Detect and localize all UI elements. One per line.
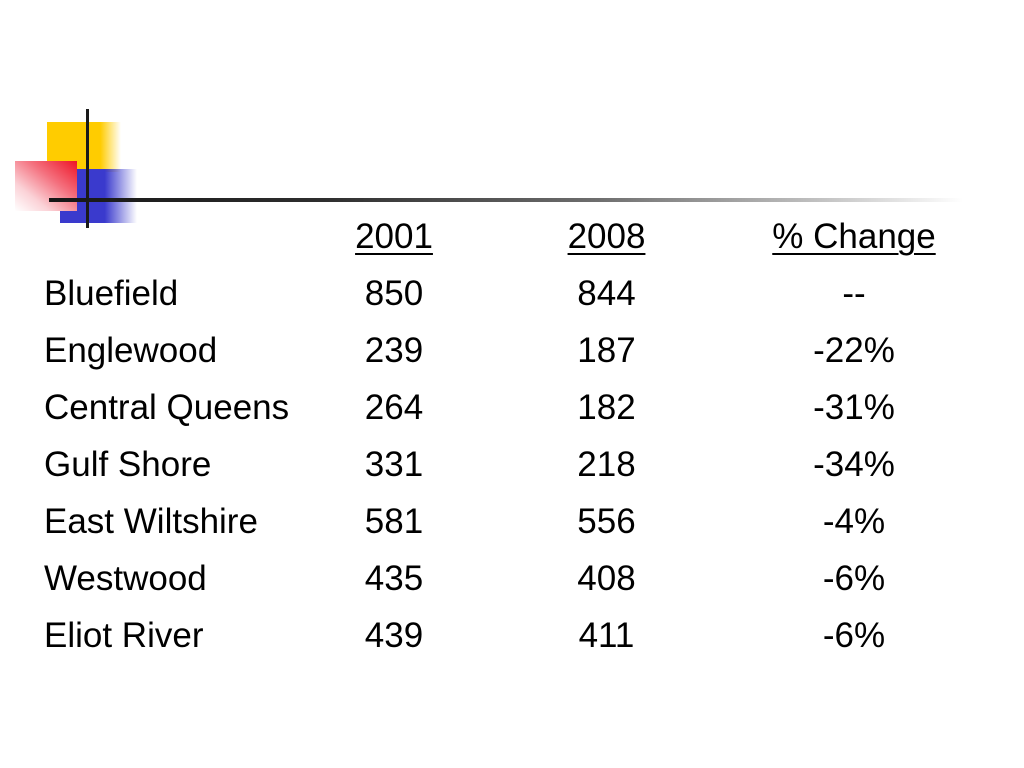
row-2001: 435 <box>364 559 424 598</box>
row-2008: 187 <box>577 331 636 370</box>
row-label: East Wiltshire <box>44 502 258 541</box>
row-2001: 850 <box>364 274 424 313</box>
row-change: -6% <box>822 616 886 655</box>
row-change: -34% <box>813 445 895 484</box>
row-2001: 581 <box>364 502 424 541</box>
row-label: Westwood <box>44 559 207 598</box>
row-label: Englewood <box>44 331 218 370</box>
row-2008: 408 <box>577 559 636 598</box>
table-header-2001: 2001 <box>355 217 433 256</box>
row-change: -4% <box>822 502 886 541</box>
row-label: Eliot River <box>44 616 204 655</box>
row-label: Bluefield <box>44 274 179 313</box>
row-2008: 411 <box>578 616 635 655</box>
row-2001: 331 <box>364 445 424 484</box>
decoration-vertical-line <box>86 109 89 228</box>
data-table: 2001 2008 % Change Bluefield 850 844 -- … <box>44 208 974 664</box>
row-2001: 264 <box>364 388 424 427</box>
row-2008: 182 <box>577 388 636 427</box>
row-label: Central Queens <box>44 388 290 427</box>
row-2008: 556 <box>577 502 636 541</box>
decoration-horizontal-rule <box>49 198 963 202</box>
row-label: Gulf Shore <box>44 445 212 484</box>
row-2001: 439 <box>364 616 424 655</box>
table-header-spacer <box>44 208 309 265</box>
row-change: -6% <box>822 559 886 598</box>
row-2008: 218 <box>577 445 636 484</box>
row-change: -- <box>842 274 866 313</box>
table-header-2008: 2008 <box>567 217 646 256</box>
row-change: -31% <box>813 388 895 427</box>
row-change: -22% <box>813 331 895 370</box>
row-2008: 844 <box>577 274 636 313</box>
row-2001: 239 <box>364 331 424 370</box>
decoration-red-square <box>15 161 77 211</box>
table-header-change: % Change <box>772 217 936 256</box>
